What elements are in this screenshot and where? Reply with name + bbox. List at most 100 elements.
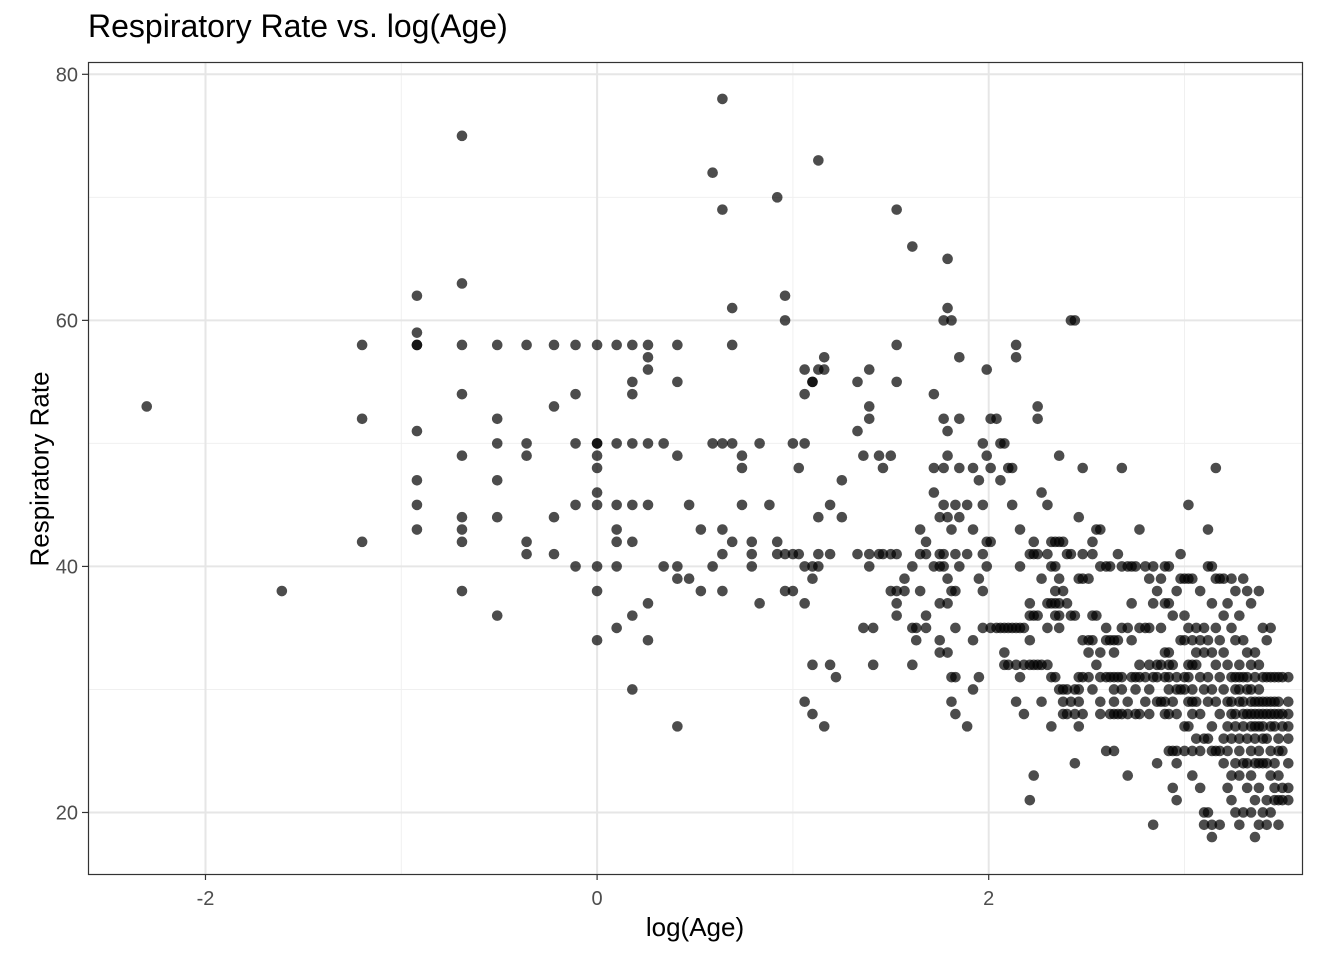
data-point <box>1057 536 1069 548</box>
data-point <box>754 598 765 609</box>
data-point <box>961 499 973 511</box>
data-point <box>836 511 848 523</box>
data-point <box>985 536 996 548</box>
data-point <box>642 598 654 609</box>
data-point <box>1179 684 1190 695</box>
data-point <box>967 684 979 695</box>
data-point <box>1006 499 1018 511</box>
data-point <box>1112 548 1124 560</box>
data-point <box>642 438 654 449</box>
data-point <box>1257 622 1269 634</box>
data-point <box>1282 782 1294 794</box>
data-point <box>1282 757 1294 769</box>
data-point <box>1183 671 1194 683</box>
data-point <box>591 339 603 351</box>
data-point <box>1163 598 1175 609</box>
data-point <box>1049 561 1061 572</box>
data-point <box>1241 585 1253 597</box>
data-point <box>1140 696 1151 708</box>
data-point <box>1014 561 1026 572</box>
data-points <box>141 93 1294 843</box>
data-point <box>961 721 973 732</box>
data-point <box>591 634 603 646</box>
data-point <box>1073 721 1085 732</box>
data-point <box>914 524 926 535</box>
data-point <box>1171 745 1182 757</box>
data-point <box>1241 671 1253 683</box>
data-point <box>1143 622 1155 634</box>
data-point <box>1122 696 1134 708</box>
data-point <box>1087 684 1098 695</box>
data-point <box>1116 462 1128 474</box>
data-point <box>830 671 842 683</box>
data-point <box>1014 524 1026 535</box>
data-point <box>852 376 863 388</box>
data-point <box>1273 770 1284 781</box>
y-axis: 20 40 60 80 <box>56 64 88 824</box>
data-point <box>456 536 468 548</box>
data-point <box>973 573 985 585</box>
data-point <box>1057 585 1069 597</box>
data-point <box>1245 598 1257 609</box>
data-point <box>1237 721 1249 732</box>
data-point <box>1053 610 1065 621</box>
data-point <box>658 438 669 449</box>
data-point <box>1234 745 1245 757</box>
data-point <box>672 450 683 461</box>
data-point <box>1024 598 1036 609</box>
data-point <box>683 573 695 585</box>
data-point <box>1151 671 1163 683</box>
data-point <box>1018 708 1030 720</box>
data-point <box>787 438 799 449</box>
data-point <box>1163 561 1175 572</box>
data-point <box>891 204 902 215</box>
data-point <box>1126 634 1137 646</box>
data-point <box>1210 462 1222 474</box>
data-point <box>717 585 728 597</box>
data-point <box>824 659 836 671</box>
data-point <box>1214 634 1226 646</box>
data-point <box>1214 671 1226 683</box>
data-point <box>942 253 953 265</box>
data-point <box>411 290 423 302</box>
data-point <box>1194 708 1206 720</box>
data-point <box>1053 450 1065 461</box>
data-point <box>863 561 875 572</box>
data-point <box>877 462 889 474</box>
data-point <box>1049 671 1061 683</box>
data-point <box>672 561 683 572</box>
data-point <box>928 487 940 498</box>
data-point <box>1257 721 1269 732</box>
data-point <box>754 438 765 449</box>
data-point <box>877 548 889 560</box>
data-point <box>1065 696 1077 708</box>
data-point <box>787 585 799 597</box>
data-point <box>1108 696 1120 708</box>
data-point <box>1042 622 1053 634</box>
data-point <box>852 548 863 560</box>
data-point <box>1167 659 1179 671</box>
data-point <box>1077 462 1088 474</box>
data-point <box>1198 684 1210 695</box>
data-point <box>521 339 532 351</box>
data-point <box>799 364 810 375</box>
data-point <box>977 622 989 634</box>
data-point <box>456 511 468 523</box>
y-axis-label: Respiratory Rate <box>24 371 55 567</box>
data-point <box>1073 511 1085 523</box>
data-point <box>1130 684 1141 695</box>
data-point <box>928 462 940 474</box>
data-point <box>1087 634 1098 646</box>
data-point <box>771 536 783 548</box>
data-point <box>946 315 957 326</box>
data-point <box>717 93 728 105</box>
data-point <box>891 598 902 609</box>
data-point <box>746 536 758 548</box>
data-point <box>1140 561 1151 572</box>
data-point <box>1083 647 1094 658</box>
data-point <box>771 548 783 560</box>
data-point <box>1265 622 1276 634</box>
data-point <box>1253 585 1265 597</box>
data-point <box>1265 745 1276 757</box>
data-point <box>1226 770 1237 781</box>
